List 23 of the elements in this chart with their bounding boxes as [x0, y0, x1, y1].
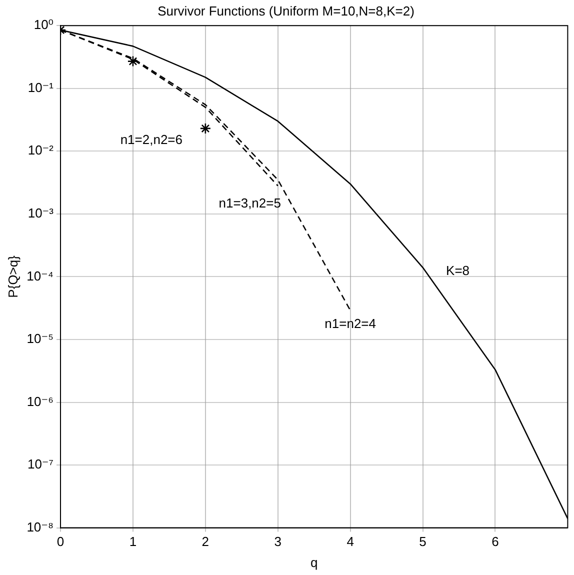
series-label: n1=n2=4 [324, 316, 376, 332]
y-tick-label: 10⁻⁸ [26, 519, 54, 534]
y-tick-label: 10⁻¹ [28, 80, 54, 95]
x-tick-label: 0 [56, 534, 64, 550]
y-tick-label: 10⁻⁷ [27, 456, 54, 472]
series-label: n1=3,n2=5 [218, 195, 281, 210]
y-tick-label: 10⁻² [28, 142, 54, 158]
x-tick-label: 3 [274, 534, 282, 550]
x-tick-label: 1 [129, 534, 137, 550]
chart-title: Survivor Functions (Uniform M=10,N=8,K=2) [158, 3, 414, 18]
y-axis-title: P{Q>q} [5, 254, 20, 298]
x-axis-title: q [310, 554, 318, 570]
y-tick-label: 10⁻⁶ [26, 394, 54, 409]
y-tick-label: 10⁰ [34, 17, 54, 32]
y-tick-label: 10⁻⁵ [26, 331, 54, 346]
x-tick-label: 4 [346, 534, 354, 550]
x-tick-label: 2 [202, 534, 210, 550]
x-tick-label: 6 [492, 534, 499, 550]
series-label: K=8 [446, 263, 470, 278]
y-tick-label: 10⁻³ [28, 206, 54, 221]
y-tick-label: 10⁻⁴ [26, 268, 54, 284]
x-tick-label: 5 [419, 534, 426, 550]
series-label: n1=2,n2=6 [120, 132, 183, 148]
